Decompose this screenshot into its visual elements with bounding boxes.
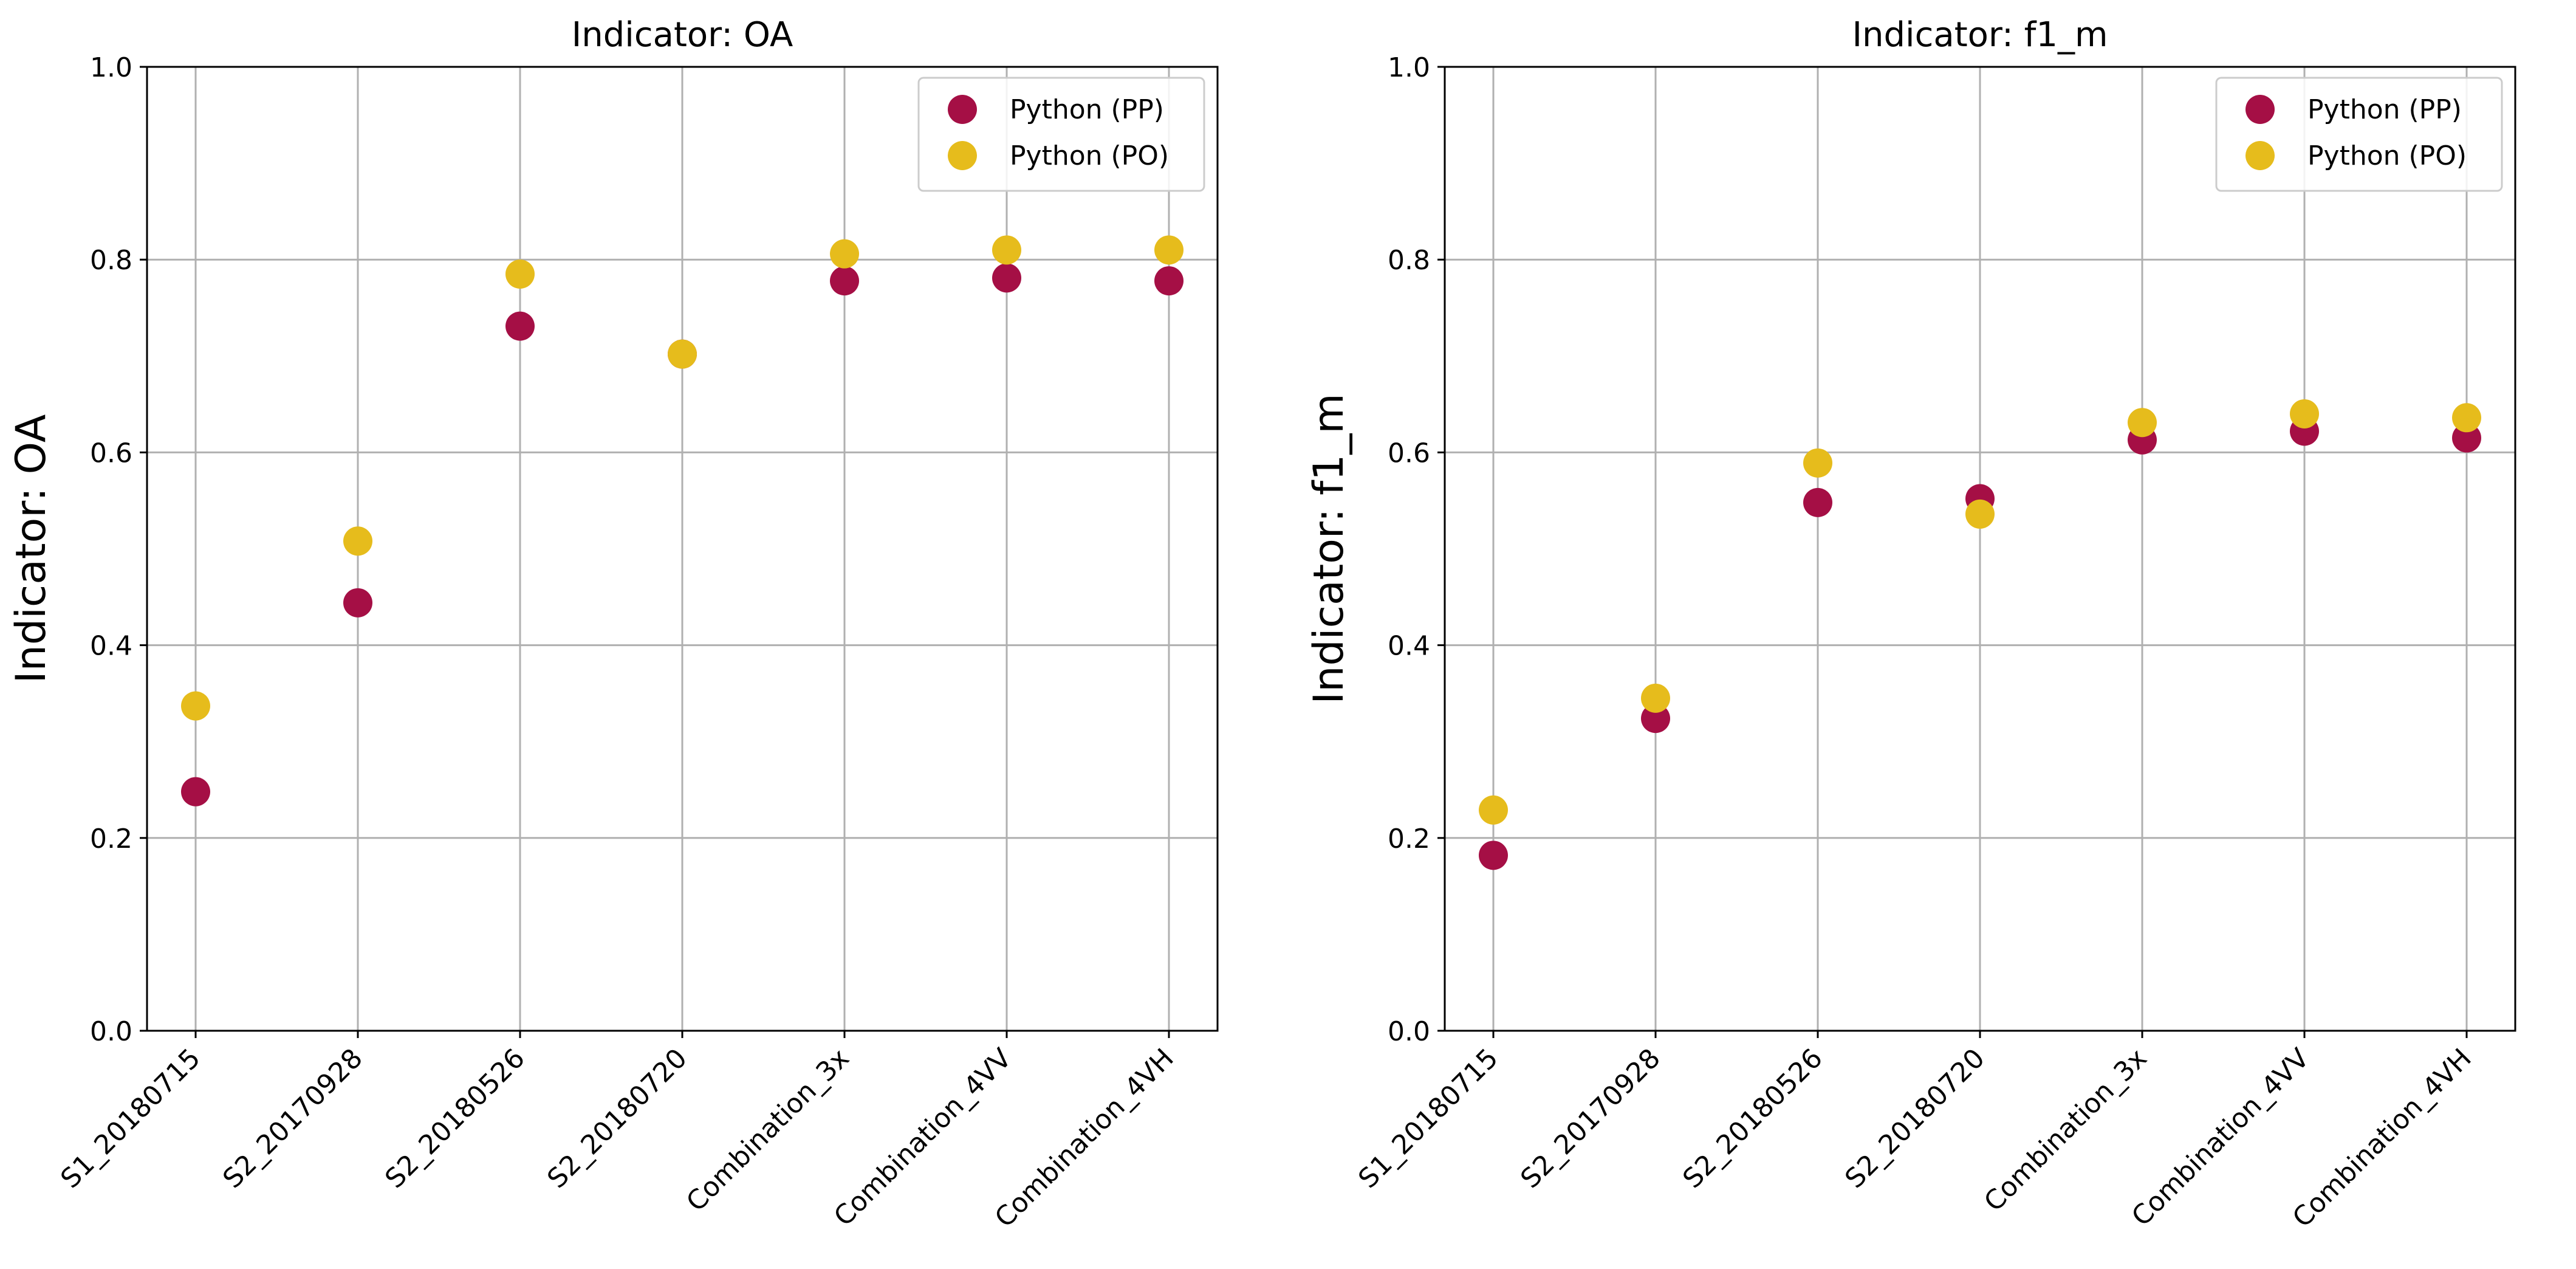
chart-title: Indicator: f1_m: [1852, 15, 2108, 55]
legend-label: Python (PO): [1010, 140, 1169, 171]
data-point-po: [2128, 408, 2157, 438]
y-tick-label: 0.6: [90, 438, 132, 469]
data-point-pp: [181, 777, 210, 806]
data-point-po: [343, 526, 372, 556]
y-tick-label: 0.0: [90, 1016, 132, 1047]
legend-label: Python (PO): [2307, 140, 2467, 171]
y-tick-label: 0.8: [90, 245, 132, 276]
legend-label: Python (PP): [1010, 94, 1164, 125]
legend: Python (PP) Python (PO): [2215, 77, 2503, 192]
data-point-pp: [1154, 266, 1184, 296]
data-point-pp: [830, 266, 859, 296]
data-point-pp: [2452, 423, 2481, 453]
y-tick-label: 0.2: [90, 824, 132, 855]
x-tick-label: Combination_3x: [680, 1043, 855, 1218]
x-tick-label: Combination_3x: [1978, 1043, 2153, 1218]
x-tick-label: S1_20180715: [55, 1043, 207, 1195]
data-point-pp: [992, 263, 1021, 293]
x-tick-label: S2_20180526: [379, 1043, 531, 1195]
x-tick-label: S2_20180720: [1839, 1043, 1991, 1195]
data-point-po: [181, 691, 210, 721]
data-point-po: [1803, 448, 1832, 478]
data-point-pp: [1803, 487, 1832, 517]
data-point-pp: [1641, 704, 1670, 734]
y-tick-label: 0.6: [1388, 438, 1430, 469]
x-tick-label: S2_20180720: [541, 1043, 693, 1195]
data-point-po: [992, 235, 1021, 265]
y-tick-label: 1.0: [1388, 52, 1430, 83]
data-point-pp: [505, 311, 535, 341]
legend-box: [2215, 77, 2503, 192]
y-tick-label: 1.0: [90, 52, 132, 83]
data-point-po: [830, 239, 859, 269]
chart-panel-1: 0.0 0.2 0.4 0.6 0.8 1.0 S1_20180715 S2_20170928…: [7, 15, 1219, 1234]
data-point-po: [1965, 499, 1995, 529]
legend: Python (PP) Python (PO): [917, 77, 1205, 192]
y-tick-label: 0.2: [1388, 824, 1430, 855]
data-point-pp: [343, 588, 372, 617]
data-point-po: [505, 259, 535, 289]
data-point-po: [2290, 399, 2319, 428]
x-tick-label: S2_20170928: [217, 1043, 369, 1195]
data-point-po: [668, 339, 697, 369]
y-tick-label: 0.8: [1388, 245, 1430, 276]
x-tick-label: Combination_4VH: [2287, 1043, 2478, 1234]
chart-title: Indicator: OA: [572, 15, 793, 55]
legend-marker: [2245, 141, 2275, 170]
chart-panel-2: 0.0 0.2 0.4 0.6 0.8 1.0 S1_20180715 S2_20170928…: [1305, 15, 2516, 1234]
data-point-po: [1154, 235, 1184, 265]
legend-marker: [948, 95, 977, 124]
x-tick-label: Combination_4VV: [2126, 1043, 2315, 1233]
legend-marker: [948, 141, 977, 170]
y-axis-label: Indicator: OA: [7, 414, 55, 684]
data-point-po: [2452, 403, 2481, 433]
x-tick-label: S2_20180526: [1677, 1043, 1829, 1195]
x-tick-label: S1_20180715: [1352, 1043, 1504, 1195]
legend-marker: [2245, 95, 2275, 124]
y-tick-label: 0.4: [90, 631, 132, 662]
y-tick-label: 0.0: [1388, 1016, 1430, 1047]
legend-box: [917, 77, 1205, 192]
data-point-pp: [1479, 841, 1508, 870]
data-point-po: [1641, 683, 1670, 713]
x-tick-label: S2_20170928: [1515, 1043, 1667, 1195]
x-tick-label: Combination_4VH: [989, 1043, 1180, 1234]
y-axis-label: Indicator: f1_m: [1305, 393, 1353, 704]
legend-label: Python (PP): [2307, 94, 2462, 125]
y-tick-label: 0.4: [1388, 631, 1430, 662]
x-tick-label: Combination_4VV: [828, 1043, 1018, 1233]
data-point-po: [1479, 795, 1508, 825]
